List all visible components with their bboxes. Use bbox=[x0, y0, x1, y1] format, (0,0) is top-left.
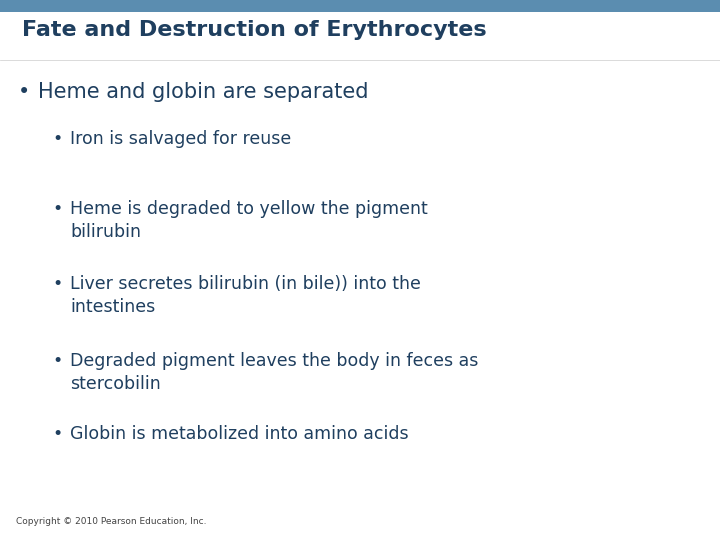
Text: Degraded pigment leaves the body in feces as
stercobilin: Degraded pigment leaves the body in fece… bbox=[70, 352, 478, 393]
Text: Fate and Destruction of Erythrocytes: Fate and Destruction of Erythrocytes bbox=[22, 20, 487, 40]
Text: •: • bbox=[52, 275, 62, 293]
Text: •: • bbox=[52, 200, 62, 218]
Text: Heme and globin are separated: Heme and globin are separated bbox=[38, 82, 369, 102]
Text: Liver secretes bilirubin (in bile)) into the
intestines: Liver secretes bilirubin (in bile)) into… bbox=[70, 275, 421, 316]
Text: Heme is degraded to yellow the pigment
bilirubin: Heme is degraded to yellow the pigment b… bbox=[70, 200, 428, 241]
Text: Copyright © 2010 Pearson Education, Inc.: Copyright © 2010 Pearson Education, Inc. bbox=[16, 517, 207, 526]
Text: Iron is salvaged for reuse: Iron is salvaged for reuse bbox=[70, 130, 292, 148]
Text: Globin is metabolized into amino acids: Globin is metabolized into amino acids bbox=[70, 425, 409, 443]
Text: •: • bbox=[52, 352, 62, 370]
Bar bbox=[0, 0, 720, 12]
Text: •: • bbox=[18, 82, 30, 102]
Text: •: • bbox=[52, 425, 62, 443]
Text: •: • bbox=[52, 130, 62, 148]
